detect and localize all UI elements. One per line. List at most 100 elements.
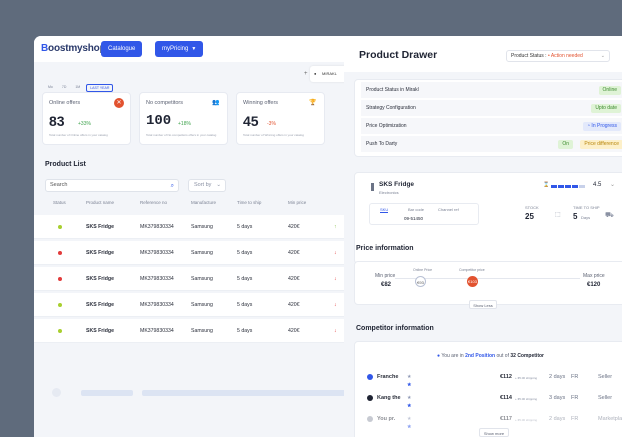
sort-by-dropdown[interactable]: Sort by ⌄ [188,179,226,192]
search-icon[interactable]: ⌕ [170,183,174,189]
competitor-row[interactable]: Kang the ★ ★ ★ ★ €114 + €5.00 shipping 3 days FR… [355,387,619,409]
min-price-value: €82 [381,282,392,288]
delivery-days: 3 days [549,395,566,401]
show-less-button[interactable]: Show Less [469,300,497,309]
reference-cell: MK379830334 [140,276,174,282]
chevron-down-icon[interactable]: ⌄ [610,182,616,188]
table-row[interactable]: SKS Fridge MK379830334 Samsung 5 days 420€ ↑ [34,215,364,239]
price-difference-badge: Price difference [580,140,622,149]
rating-stars: ★ ★ ★ ★ [407,374,413,388]
status-dot [58,303,62,307]
status-badge: ◔ In Progress [583,122,621,131]
table-row[interactable]: SKS Fridge MK379830334 Samsung 5 days 420€ ↓ [34,319,364,343]
status-dot [58,251,62,255]
position-summary: ● You are in 2nd Position out of 32 Comp… [437,353,544,359]
col-status[interactable]: Status [53,200,66,205]
seller-icon [367,416,373,422]
kpi-title: Online offers [49,100,81,106]
manufacture-cell: Samsung [191,224,213,230]
col-min-price[interactable]: Min price [288,200,307,205]
tab-sku[interactable]: SKU [380,207,389,213]
kpi-card-no-competitors[interactable]: No competitors 👥 100 +18% Total number o… [139,92,228,145]
reference-cell: MK379830334 [140,328,174,334]
search-placeholder: Search [50,182,68,188]
kpi-title: No competitors [146,100,183,106]
status-value: • Action needed [547,53,583,59]
status-row-label: Price Optimization [366,123,407,129]
loading-skeleton [142,390,364,396]
search-input[interactable]: Search ⌕ [45,179,179,192]
truck-icon: ⛟ [605,212,614,219]
mypricing-button[interactable]: myPricing ▼ [155,41,204,57]
warning-icon: ✕ [114,98,124,108]
table-row[interactable]: SKS Fridge MK379830334 Samsung 5 days 420€ ↓ [34,241,364,265]
min-price-cell: 420€ [288,250,300,256]
competitor-price: €117 [500,416,512,422]
kpi-delta: +18% [178,121,191,127]
logo[interactable]: Boostmyshop [41,43,106,54]
plus-icon[interactable]: + [304,71,308,77]
logo-text: oostmyshop [48,43,106,54]
show-more-button[interactable]: Show more [479,428,509,437]
kpi-note: Total number of No competitors offers in… [146,133,217,137]
competitor-row[interactable]: Franche ★ ★ ★ ★ €112 + €5.00 shipping 2 days FR S… [355,366,619,388]
manufacture-cell: Samsung [191,328,213,334]
mirakl-label: MIRAKL [322,71,337,76]
competitor-total: 32 Competitor [510,353,544,359]
online-price-marker[interactable]: €93 [415,276,426,287]
product-status-dropdown[interactable]: Product Status : • Action needed ⌄ [506,50,610,62]
status-dot [58,277,62,281]
table-row[interactable]: SKS Fridge MK379830334 Samsung 5 days 420€ ↓ [34,267,364,291]
trend-arrow-icon: ↓ [334,250,337,256]
tab-channel-ref[interactable]: Channel ref [438,207,459,212]
kpi-card-online-offers[interactable]: Online offers ✕ 83 +33% Total number of … [42,92,131,145]
online-price-label: Online Price [413,268,433,272]
status-dot [58,225,62,229]
seller-type: Marketplace [598,416,622,422]
tab-1m[interactable]: 1M [75,85,81,89]
table-row[interactable]: SKS Fridge MK379830334 Samsung 5 days 420€ ↓ [34,293,364,317]
kpi-note: Total number of Winning offers in your c… [243,133,304,137]
shipping-cost: + €5.00 shipping [515,397,538,401]
drawer-title: Product Drawer [359,49,438,61]
delivery-days: 2 days [549,374,566,380]
reference-cell: MK379830334 [140,250,174,256]
manufacture-cell: Samsung [191,276,213,282]
kpi-card-winning-offers[interactable]: Winning offers 🏆 45 -3% Total number of … [236,92,325,145]
sku-value: 09-51450 [404,216,424,221]
product-name-cell: SKS Fridge [86,302,114,308]
competitor-row[interactable]: You pr. ★ ★ ★ ★ €117 + €5.00 shipping 2 days FR M… [355,408,622,430]
col-manufacture[interactable]: Manufacture [191,200,217,205]
push-toggle[interactable]: On [558,140,573,149]
product-thumbnail [371,183,374,191]
col-reference[interactable]: Reference no [140,200,168,205]
position-prefix: You are in [441,353,464,359]
max-price-value: €120 [587,282,601,288]
trophy-icon: ● [437,353,441,359]
ship-label: TIME TO SHIP [573,205,600,210]
status-dot [58,329,62,333]
product-name-cell: SKS Fridge [86,328,114,334]
competitor-name: You pr. [377,416,396,422]
col-product-name[interactable]: Product name [86,200,115,205]
min-price-cell: 420€ [288,302,300,308]
product-card: SKS Fridge Electronics ⌛ 4.5 ⌄ SKU Bar c… [354,172,622,264]
mypricing-label: myPricing [162,46,189,52]
period-tabs: Mo 7D 1M LAST YEAR [45,84,114,92]
top-navbar: Boostmyshop Catalogue myPricing ▼ [34,36,364,62]
seller-type: Seller [598,395,613,401]
competitor-name: Kang the [377,395,401,401]
tab-7d[interactable]: 7D [61,85,67,89]
rating-stars: ★ ★ ★ ★ [407,395,413,409]
tab-bar-code[interactable]: Bar code [408,207,425,212]
tab-mo[interactable]: Mo [48,85,53,89]
tab-last-year[interactable]: LAST YEAR [86,84,114,92]
stock-label: STOCK [525,205,539,210]
stock-value: 25 [525,212,534,221]
col-time-to-ship[interactable]: Time to ship [237,200,262,205]
shipping-cost: + €5.00 shipping [515,418,538,422]
competitor-price-label: Competitor price [459,268,485,272]
mirakl-pin-icon: ● [314,71,317,76]
catalogue-button[interactable]: Catalogue [101,41,143,57]
competitor-price-marker[interactable]: €103 [467,276,478,287]
